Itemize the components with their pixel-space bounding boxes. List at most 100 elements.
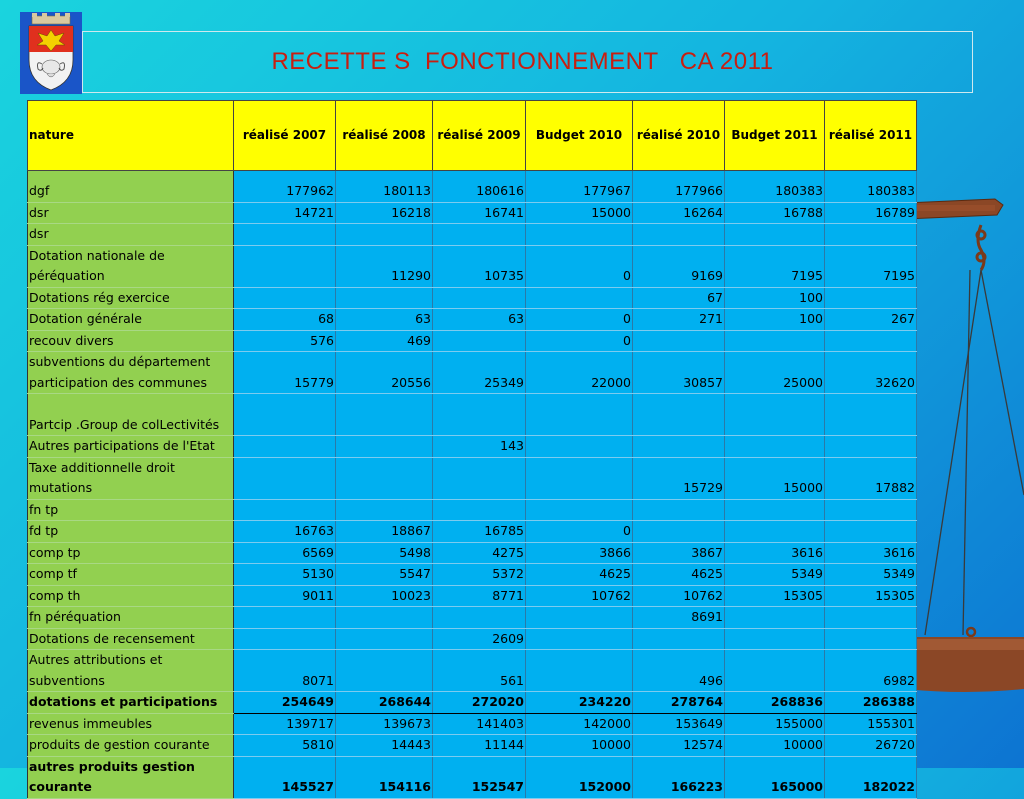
value-cell bbox=[525, 649, 633, 692]
value-cell: 0 bbox=[525, 308, 633, 331]
value-cell: 11144 bbox=[432, 734, 526, 757]
value-cell: 15305 bbox=[824, 585, 917, 607]
value-cell bbox=[432, 499, 526, 521]
value-cell bbox=[432, 393, 526, 436]
value-cell bbox=[233, 245, 336, 288]
row-label: revenus immeubles bbox=[27, 713, 234, 735]
row-label: comp tf bbox=[27, 563, 234, 586]
town-crest-logo bbox=[20, 12, 82, 94]
table-header-row: nature réalisé 2007 réalisé 2008 réalisé… bbox=[27, 100, 917, 171]
value-cell: 9169 bbox=[632, 245, 725, 288]
row-label: dsr bbox=[27, 223, 234, 246]
value-cell: 165000 bbox=[724, 756, 825, 799]
value-cell: 3616 bbox=[824, 542, 917, 564]
value-cell bbox=[432, 457, 526, 500]
value-cell: 152000 bbox=[525, 756, 633, 799]
value-cell: 3867 bbox=[632, 542, 725, 564]
table-row: Taxe additionnelle droit mutations 15729 1… bbox=[27, 457, 917, 500]
value-cell bbox=[233, 435, 336, 458]
value-cell: 8771 bbox=[432, 585, 526, 607]
value-cell bbox=[824, 287, 917, 309]
value-cell: 3616 bbox=[724, 542, 825, 564]
value-cell bbox=[724, 520, 825, 543]
value-cell: 25349 bbox=[432, 351, 526, 394]
value-cell: 154116 bbox=[335, 756, 433, 799]
row-label: autres produits gestion courante bbox=[27, 756, 234, 799]
value-cell: 9011 bbox=[233, 585, 336, 607]
header-cell: nature bbox=[27, 100, 234, 171]
row-label: subventions du département participation… bbox=[27, 351, 234, 394]
row-label: Dotations de recensement bbox=[27, 628, 234, 650]
value-cell: 10762 bbox=[525, 585, 633, 607]
value-cell bbox=[632, 393, 725, 436]
value-cell bbox=[432, 223, 526, 246]
value-cell: 4275 bbox=[432, 542, 526, 564]
value-cell: 6982 bbox=[824, 649, 917, 692]
value-cell: 15000 bbox=[724, 457, 825, 500]
value-cell: 16264 bbox=[632, 202, 725, 224]
value-cell bbox=[335, 457, 433, 500]
table-row: Autres attributions et subventions 8071 56… bbox=[27, 649, 917, 692]
table-row: Dotation nationale de péréquation 11290 10… bbox=[27, 245, 917, 288]
value-cell: 286388 bbox=[824, 691, 917, 714]
value-cell: 6569 bbox=[233, 542, 336, 564]
value-cell: 8071 bbox=[233, 649, 336, 692]
revenue-table: nature réalisé 2007 réalisé 2008 réalisé… bbox=[27, 100, 917, 799]
value-cell: 234220 bbox=[525, 691, 633, 714]
value-cell: 15729 bbox=[632, 457, 725, 500]
table-row: recouv divers 576 469 0 bbox=[27, 330, 917, 352]
value-cell: 16741 bbox=[432, 202, 526, 224]
value-cell: 254649 bbox=[233, 691, 336, 714]
value-cell: 5498 bbox=[335, 542, 433, 564]
value-cell: 139717 bbox=[233, 713, 336, 735]
value-cell: 576 bbox=[233, 330, 336, 352]
row-label: Dotation nationale de péréquation bbox=[27, 245, 234, 288]
row-label: produits de gestion courante bbox=[27, 734, 234, 757]
table-row: Dotation générale 68 63 63 0 271 100 267 bbox=[27, 308, 917, 331]
row-label: fd tp bbox=[27, 520, 234, 543]
value-cell: 152547 bbox=[432, 756, 526, 799]
value-cell bbox=[632, 223, 725, 246]
value-cell: 10000 bbox=[724, 734, 825, 757]
value-cell: 15779 bbox=[233, 351, 336, 394]
row-label: dsr bbox=[27, 202, 234, 224]
value-cell: 155301 bbox=[824, 713, 917, 735]
row-label: Partcip .Group de colLectivités bbox=[27, 393, 234, 436]
value-cell bbox=[632, 435, 725, 458]
value-cell: 12574 bbox=[632, 734, 725, 757]
value-cell: 278764 bbox=[632, 691, 725, 714]
value-cell: 4625 bbox=[525, 563, 633, 586]
value-cell: 63 bbox=[432, 308, 526, 331]
value-cell: 100 bbox=[724, 287, 825, 309]
value-cell: 180113 bbox=[335, 181, 433, 203]
value-cell: 16788 bbox=[724, 202, 825, 224]
value-cell: 0 bbox=[525, 330, 633, 352]
value-cell: 142000 bbox=[525, 713, 633, 735]
row-label: fn tp bbox=[27, 499, 234, 521]
header-cell: réalisé 2007 bbox=[233, 100, 336, 171]
value-cell: 177962 bbox=[233, 181, 336, 203]
header-cell: réalisé 2010 bbox=[632, 100, 725, 171]
value-cell: 30857 bbox=[632, 351, 725, 394]
value-cell bbox=[824, 520, 917, 543]
row-label: dotations et participations bbox=[27, 691, 234, 714]
value-cell: 16785 bbox=[432, 520, 526, 543]
row-label: dgf bbox=[27, 181, 234, 203]
value-cell: 0 bbox=[525, 245, 633, 288]
value-cell bbox=[824, 223, 917, 246]
table-row: comp tf 5130 5547 5372 4625 4625 5349 5349 bbox=[27, 563, 917, 586]
value-cell bbox=[824, 606, 917, 629]
value-cell: 267 bbox=[824, 308, 917, 331]
value-cell: 16789 bbox=[824, 202, 917, 224]
value-cell: 177966 bbox=[632, 181, 725, 203]
value-cell bbox=[335, 649, 433, 692]
row-label: Autres attributions et subventions bbox=[27, 649, 234, 692]
value-cell: 15305 bbox=[724, 585, 825, 607]
table-row: autres produits gestion courante 145527 15… bbox=[27, 756, 917, 799]
value-cell: 469 bbox=[335, 330, 433, 352]
row-label: comp tp bbox=[27, 542, 234, 564]
value-cell: 100 bbox=[724, 308, 825, 331]
value-cell bbox=[233, 457, 336, 500]
value-cell: 26720 bbox=[824, 734, 917, 757]
value-cell: 10000 bbox=[525, 734, 633, 757]
